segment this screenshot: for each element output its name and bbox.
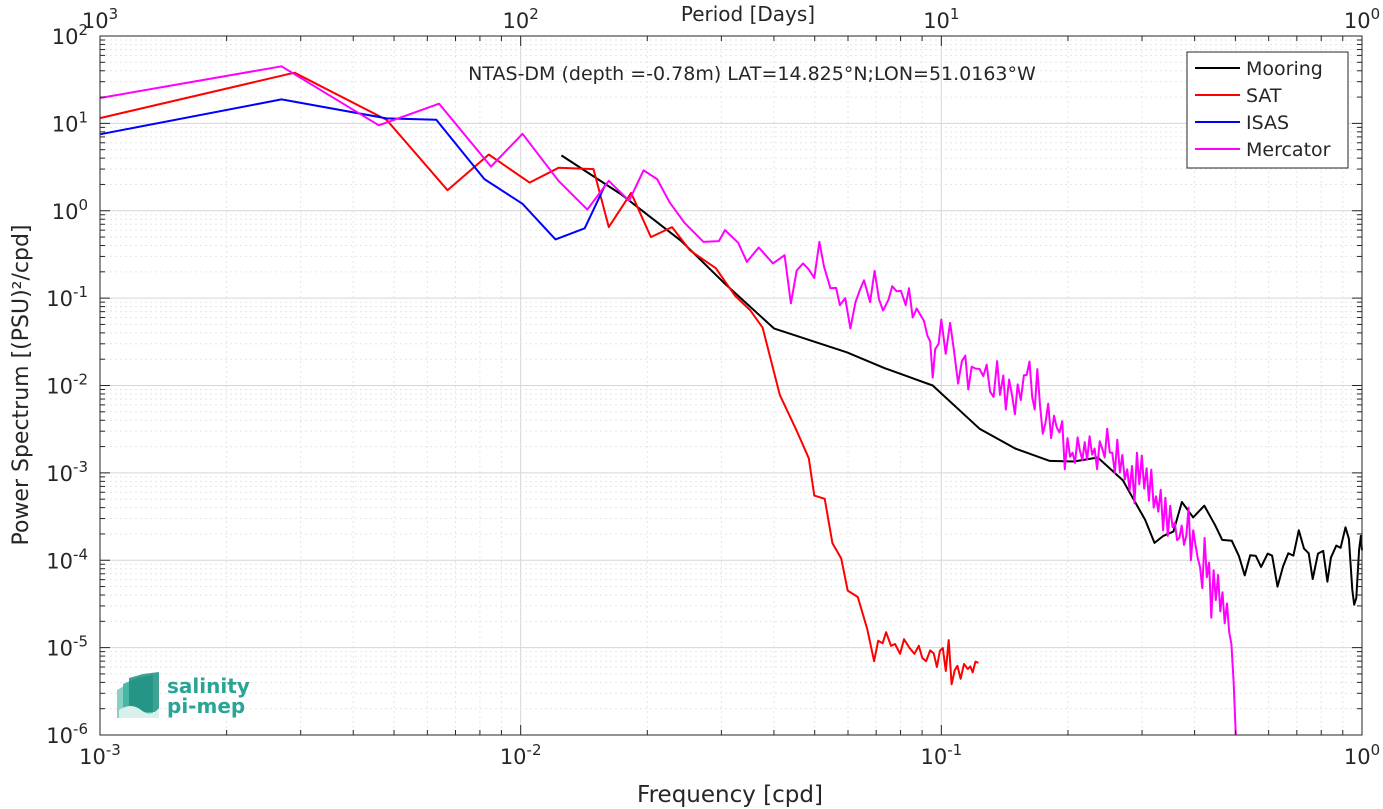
y-tick-label: 10-1: [46, 283, 88, 311]
y-tick-label: 10-2: [46, 371, 88, 399]
x-tick-label: 100: [1344, 741, 1380, 769]
period-axis-label: Period [Days]: [681, 2, 815, 26]
legend-label-mooring: Mooring: [1246, 58, 1323, 80]
y-axis-tick-labels: 10-6 10-5 10-4 10-3 10-2 10-1 100 101 102: [46, 21, 88, 748]
logo-text-salinity: salinity: [167, 674, 250, 698]
x-axis-label: Frequency [cpd]: [637, 782, 823, 808]
x-axis-tick-labels: 10-3 10-2 10-1 100: [79, 741, 1380, 769]
x-tick-label: 10-3: [79, 741, 121, 769]
salinity-pi-mep-logo: salinity pi-mep: [117, 672, 250, 718]
series-line-isas: [99, 98, 607, 241]
y-tick-label: 10-6: [46, 720, 88, 748]
wave-logo-icon: [117, 672, 159, 718]
y-axis-label: Power Spectrum [(PSU)²/cpd]: [9, 224, 34, 545]
tick-marks: [99, 35, 1363, 736]
y-tick-label: 10-4: [46, 545, 88, 573]
series-line-mooring: [560, 154, 1363, 606]
chart-title: NTAS-DM (depth =-0.78m) LAT=14.825°N;LON…: [468, 63, 1036, 85]
logo-text-pi-mep: pi-mep: [167, 694, 245, 718]
legend-label-isas: ISAS: [1246, 112, 1289, 134]
period-tick-label: 101: [923, 5, 959, 33]
y-tick-label: 102: [52, 21, 88, 49]
legend: Mooring SAT ISAS Mercator: [1186, 51, 1349, 169]
period-axis-tick-labels: 103 102 101 100: [82, 5, 1380, 33]
x-tick-label: 10-2: [500, 741, 542, 769]
y-tick-label: 10-5: [46, 633, 88, 661]
series-line-sat: [99, 71, 979, 686]
grid-lines: [99, 35, 1363, 736]
period-tick-label: 100: [1344, 5, 1380, 33]
y-tick-label: 100: [52, 196, 88, 224]
period-tick-label: 102: [503, 5, 539, 33]
legend-label-sat: SAT: [1246, 85, 1282, 107]
series-lines: [99, 65, 1363, 736]
y-tick-label: 101: [52, 108, 88, 136]
series-line-mercator: [99, 65, 1237, 736]
legend-label-mercator: Mercator: [1246, 139, 1331, 161]
period-tick-label: 103: [82, 5, 118, 33]
y-tick-label: 10-3: [46, 458, 88, 486]
x-tick-label: 10-1: [920, 741, 962, 769]
